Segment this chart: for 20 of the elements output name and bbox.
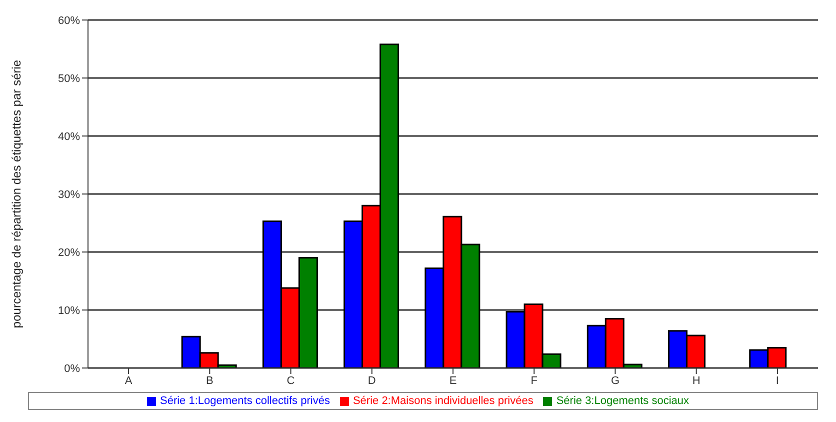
x-tick-label: H <box>692 374 700 387</box>
y-tick-label: 20% <box>58 246 80 259</box>
x-tick-label: D <box>368 374 376 387</box>
y-tick-label: 30% <box>58 188 80 201</box>
y-tick-label: 10% <box>58 304 80 317</box>
x-tick-label: E <box>449 374 457 387</box>
legend-label: Série 2:Maisons individuelles privées <box>352 395 534 407</box>
legend-label: Série 3:Logements sociaux <box>556 395 690 407</box>
y-axis-title: pourcentage de répartition des étiquettes par série <box>9 60 24 328</box>
x-tick-label: C <box>286 374 295 387</box>
y-tick-label: 40% <box>58 130 80 143</box>
x-tick-label: I <box>776 374 779 387</box>
y-tick-label: 50% <box>58 72 80 85</box>
legend-label: Série 1:Logements collectifs privés <box>160 395 330 407</box>
x-tick-label: A <box>124 374 133 387</box>
x-tick-label: G <box>610 374 620 387</box>
y-tick-label: 60% <box>58 14 80 27</box>
y-tick-label: 0% <box>64 362 80 375</box>
x-tick-label: F <box>530 374 538 387</box>
x-tick-label: B <box>206 374 214 387</box>
